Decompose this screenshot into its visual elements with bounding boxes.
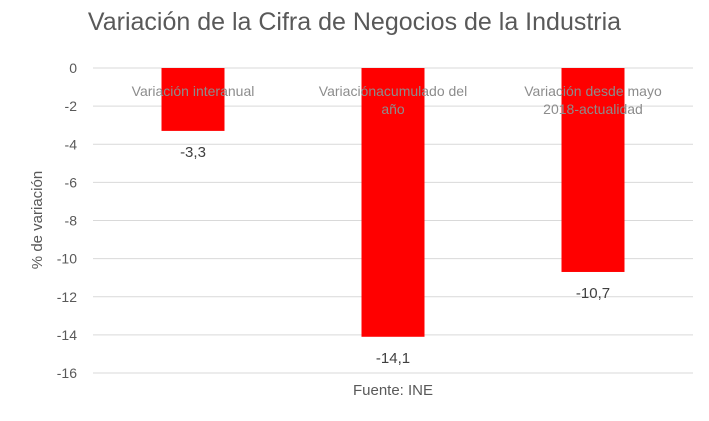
x-axis-title: Fuente: INE <box>353 382 433 399</box>
y-tick-label: -6 <box>65 174 78 190</box>
chart-title: Variación de la Cifra de Negocios de la … <box>87 8 622 36</box>
category-label: Variación desde mayo <box>524 83 662 99</box>
category-label: año <box>381 101 405 117</box>
bar <box>561 68 625 272</box>
y-axis-title: % de variación <box>29 171 46 269</box>
bars <box>161 68 625 337</box>
y-tick-label: -12 <box>57 289 77 305</box>
data-label: -3,3 <box>180 144 206 161</box>
data-label: -14,1 <box>376 350 410 367</box>
labels: 0 -2 -4 -6 -8 -10 -12 -14 -16 Variación interanua… <box>57 60 662 381</box>
y-tick-label: 0 <box>69 60 77 76</box>
y-tick-label: -8 <box>65 213 78 229</box>
y-tick-label: -16 <box>57 365 77 381</box>
y-tick-label: -14 <box>57 327 77 343</box>
bar <box>361 68 425 337</box>
y-tick-label: -4 <box>65 136 78 152</box>
y-tick-label: -2 <box>65 98 78 114</box>
data-label: -10,7 <box>576 285 610 302</box>
bar <box>161 68 225 131</box>
category-label: 2018-actualidad <box>543 101 643 117</box>
category-label: Variación interanual <box>132 83 255 99</box>
y-tick-label: -10 <box>57 251 77 267</box>
category-label: Variaciónacumulado del <box>319 83 467 99</box>
